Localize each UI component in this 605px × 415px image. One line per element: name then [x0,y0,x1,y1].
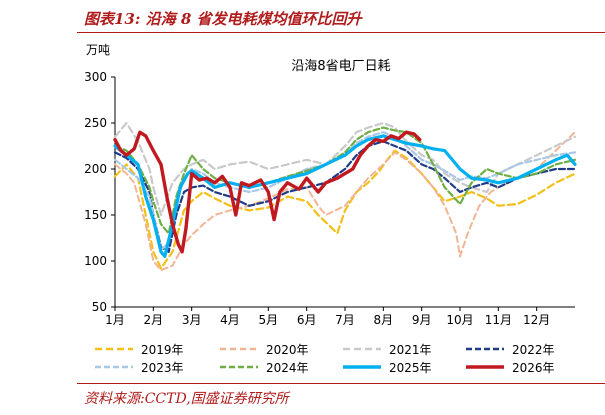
legend-label: 2021年 [389,343,432,357]
y-tick-label: 200 [84,162,107,176]
x-tick-label: 3月 [182,313,202,327]
legend-label: 2024年 [266,361,309,375]
title-rule [77,32,605,33]
series-line-2026年 [113,130,422,254]
y-tick-label: 100 [84,254,107,268]
chart-axes: 50 100 150 200 250 300 1月 2月 3月 4月 5月 6月 7月 8月 9月 10月 11… [84,70,575,327]
y-axis-unit: 万吨 [86,43,110,57]
chart-title: 沿海8省电厂日耗 [291,59,390,74]
x-tick-label: 1月 [105,313,125,327]
chart: 50 100 150 200 250 300 1月 2月 3月 4月 5月 6月 7月 8月 9月 10月 11… [84,43,577,375]
x-tick-label: 8月 [374,313,394,327]
x-tick-label: 4月 [220,313,240,327]
chart-legend: 2019年 2020年 2021年 2022年 2023年 2024年 2025年 2026年 [95,343,555,375]
x-tick-label: 10月 [446,313,473,327]
legend-label: 2020年 [266,343,309,357]
series-line-2020年 [114,131,576,272]
x-tick-label: 2月 [144,313,164,327]
figure-label: 图表13: [84,10,141,28]
legend-label: 2023年 [141,361,184,375]
x-tick-label: 11月 [485,313,512,327]
source-rule [77,383,605,384]
x-tick-label: 9月 [412,313,432,327]
chart-series [113,121,577,272]
y-tick-label: 300 [84,70,107,84]
y-tick-label: 150 [84,208,107,222]
y-tick-label: 250 [84,116,107,130]
x-tick-label: 12月 [523,313,550,327]
series-line-2019年 [113,149,577,270]
legend-label: 2019年 [141,343,184,357]
legend-label: 2025年 [389,361,432,375]
figure-title-text: 沿海 8 省发电耗煤均值环比回升 [145,10,362,28]
series-line-2025年 [113,134,577,258]
y-tick-label: 50 [92,300,107,314]
legend-label: 2026年 [512,361,555,375]
x-tick-label: 6月 [297,313,317,327]
legend-label: 2022年 [512,343,555,357]
figure-title: 图表13: 沿海 8 省发电耗煤均值环比回升 [84,8,362,29]
source-note: 资料来源:CCTD,国盛证券研究所 [84,391,289,407]
x-tick-label: 5月 [259,313,279,327]
x-tick-label: 7月 [335,313,355,327]
